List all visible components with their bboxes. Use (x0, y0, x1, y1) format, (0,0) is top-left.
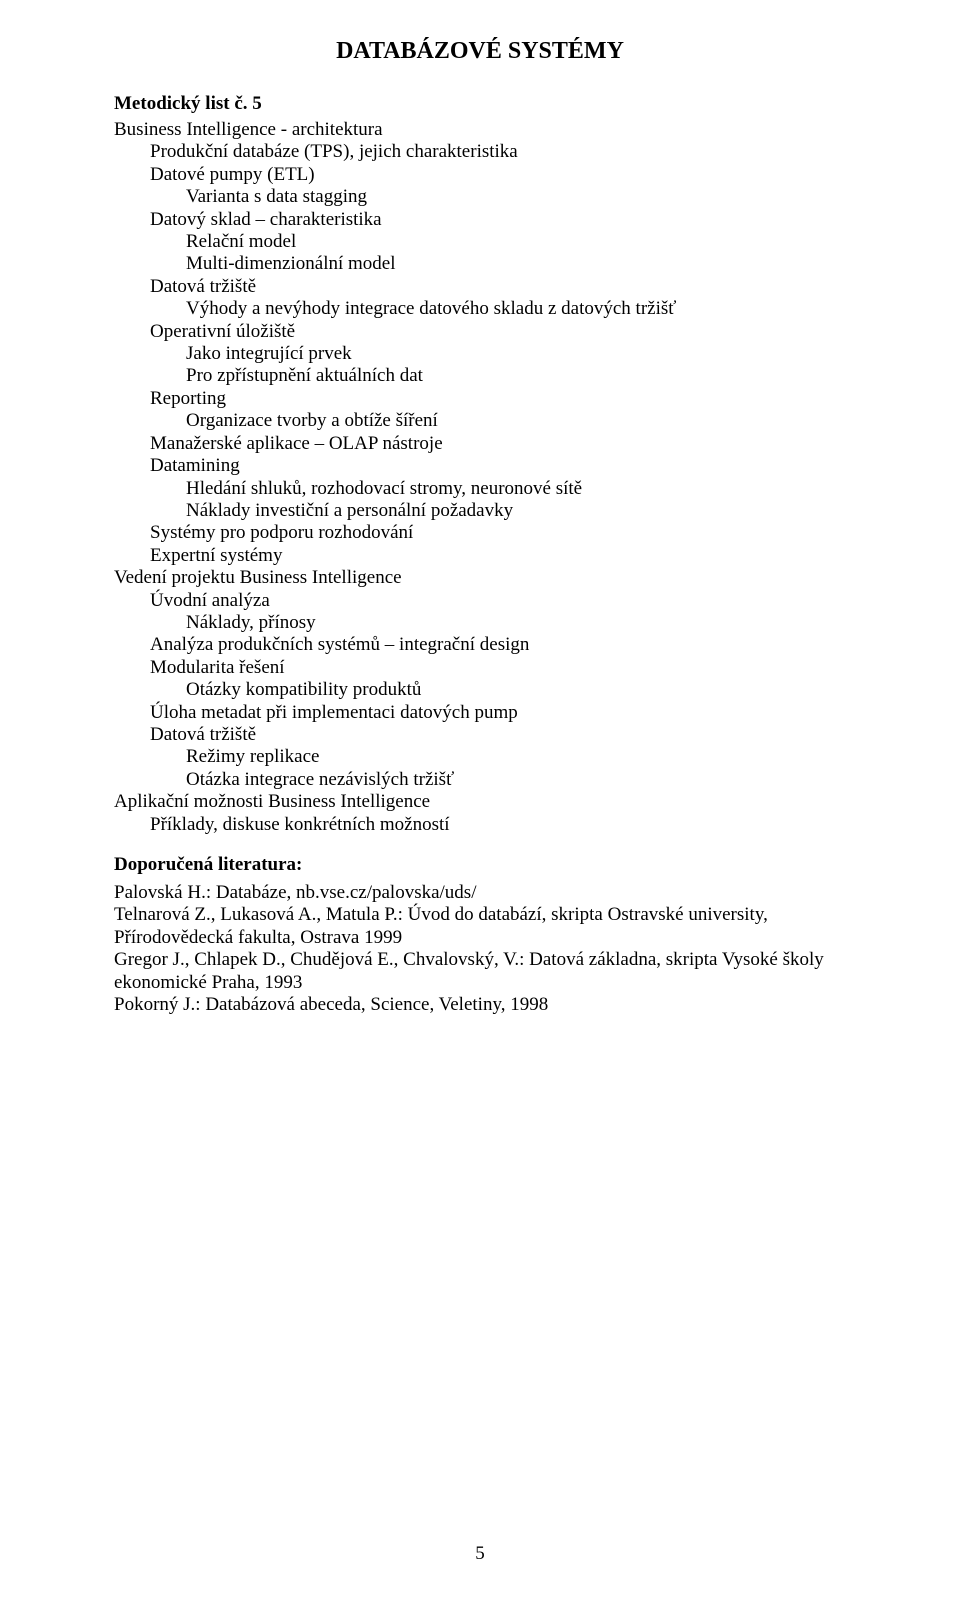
literature-line: Pokorný J.: Databázová abeceda, Science,… (114, 994, 846, 1016)
outline-line: Úvodní analýza (150, 590, 846, 612)
outline-line: Otázka integrace nezávislých tržišť (186, 769, 846, 791)
outline-line: Business Intelligence - architektura (114, 119, 846, 141)
outline-line: Expertní systémy (150, 545, 846, 567)
outline-line: Hledání shluků, rozhodovací stromy, neur… (186, 478, 846, 500)
page-title: DATABÁZOVÉ SYSTÉMY (114, 38, 846, 65)
outline-line: Operativní úložiště (150, 321, 846, 343)
outline-line: Datová tržiště (150, 276, 846, 298)
literature-line: Palovská H.: Databáze, nb.vse.cz/palovsk… (114, 882, 846, 904)
outline-line: Reporting (150, 388, 846, 410)
outline-line: Modularita řešení (150, 657, 846, 679)
outline-line: Pro zpřístupnění aktuálních dat (186, 365, 846, 387)
page-number: 5 (0, 1543, 960, 1565)
outline-line: Náklady, přínosy (186, 612, 846, 634)
section-subtitle: Metodický list č. 5 (114, 93, 846, 115)
outline-line: Relační model (186, 231, 846, 253)
outline-line: Náklady investiční a personální požadavk… (186, 500, 846, 522)
outline-line: Režimy replikace (186, 746, 846, 768)
outline-line: Jako integrující prvek (186, 343, 846, 365)
outline-line: Analýza produkčních systémů – integrační… (150, 634, 846, 656)
outline-line: Datamining (150, 455, 846, 477)
outline-line: Systémy pro podporu rozhodování (150, 522, 846, 544)
outline-line: Úloha metadat při implementaci datových … (150, 702, 846, 724)
outline-body: Business Intelligence - architekturaProd… (114, 119, 846, 836)
outline-line: Otázky kompatibility produktů (186, 679, 846, 701)
outline-line: Multi-dimenzionální model (186, 253, 846, 275)
literature-body: Palovská H.: Databáze, nb.vse.cz/palovsk… (114, 882, 846, 1016)
outline-line: Aplikační možnosti Business Intelligence (114, 791, 846, 813)
outline-line: Varianta s data stagging (186, 186, 846, 208)
document-page: DATABÁZOVÉ SYSTÉMY Metodický list č. 5 B… (0, 0, 960, 1619)
literature-line: Telnarová Z., Lukasová A., Matula P.: Úv… (114, 904, 846, 949)
outline-line: Výhody a nevýhody integrace datového skl… (186, 298, 846, 320)
outline-line: Datový sklad – charakteristika (150, 209, 846, 231)
outline-line: Datové pumpy (ETL) (150, 164, 846, 186)
outline-line: Organizace tvorby a obtíže šíření (186, 410, 846, 432)
outline-line: Manažerské aplikace – OLAP nástroje (150, 433, 846, 455)
outline-line: Produkční databáze (TPS), jejich charakt… (150, 141, 846, 163)
outline-line: Datová tržiště (150, 724, 846, 746)
literature-label: Doporučená literatura: (114, 854, 846, 876)
outline-line: Vedení projektu Business Intelligence (114, 567, 846, 589)
outline-line: Příklady, diskuse konkrétních možností (150, 814, 846, 836)
literature-line: Gregor J., Chlapek D., Chudějová E., Chv… (114, 949, 846, 994)
